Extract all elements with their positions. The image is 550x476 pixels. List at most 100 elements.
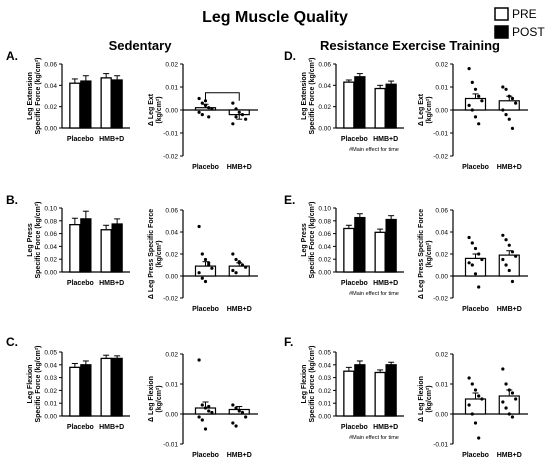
y-tick-label: 0.00 bbox=[165, 108, 178, 115]
y-tick-label: 0.00 bbox=[318, 270, 331, 277]
y-axis-label: (kg/cm²) bbox=[156, 240, 163, 267]
data-point bbox=[510, 126, 515, 130]
x-tick-label: HMB+D bbox=[227, 306, 252, 313]
y-tick-label: 0.01 bbox=[44, 401, 57, 408]
y-tick-label: 0.00 bbox=[318, 414, 331, 421]
y-tick-label: 0.03 bbox=[318, 375, 331, 382]
data-point bbox=[207, 106, 211, 110]
bar-pre bbox=[100, 77, 112, 129]
data-point bbox=[467, 403, 471, 407]
data-point bbox=[231, 403, 235, 407]
data-point bbox=[237, 409, 241, 413]
bar-post bbox=[354, 76, 366, 129]
y-tick-label: 0.02 bbox=[435, 62, 448, 69]
data-point bbox=[514, 254, 518, 258]
data-point bbox=[197, 415, 201, 419]
x-tick-label: Placebo bbox=[192, 452, 219, 459]
data-point bbox=[200, 276, 204, 280]
data-point bbox=[510, 279, 515, 284]
y-axis-label: Specific Force (kg/cm²) bbox=[309, 57, 316, 134]
x-tick-label: Placebo bbox=[67, 136, 94, 143]
bar-post bbox=[385, 83, 397, 129]
data-point bbox=[467, 67, 471, 71]
bar-post bbox=[111, 223, 123, 273]
y-axis-label: Leg Extension bbox=[301, 72, 308, 120]
data-point bbox=[210, 107, 214, 111]
data-point bbox=[510, 96, 515, 101]
bar-pre bbox=[100, 229, 112, 273]
data-point bbox=[240, 263, 245, 267]
data-point bbox=[231, 252, 235, 256]
data-point bbox=[507, 94, 511, 98]
panel-label: A. bbox=[6, 49, 18, 63]
y-axis-label: Δ Leg Ext bbox=[148, 93, 155, 126]
data-point bbox=[207, 404, 211, 409]
x-tick-label: HMB+D bbox=[373, 424, 398, 431]
y-axis-label: Leg Extension bbox=[27, 72, 34, 120]
x-tick-label: Placebo bbox=[192, 306, 219, 313]
y-tick-label: 0.02 bbox=[165, 62, 178, 69]
y-tick-label: 0.05 bbox=[318, 350, 331, 357]
y-tick-label: 0.00 bbox=[435, 412, 448, 419]
y-tick-label: 0.10 bbox=[318, 206, 331, 213]
data-point bbox=[207, 261, 211, 265]
y-axis-label: Leg Flexion bbox=[301, 365, 308, 404]
y-tick-label: 0.06 bbox=[318, 62, 331, 69]
data-point bbox=[467, 376, 471, 380]
data-point bbox=[231, 421, 235, 425]
y-tick-label: 0.04 bbox=[44, 362, 57, 369]
data-point bbox=[210, 266, 214, 270]
data-point bbox=[244, 415, 248, 419]
bar-pre bbox=[374, 371, 386, 417]
data-point bbox=[504, 406, 508, 410]
note-main-effect: #Main effect for time bbox=[349, 435, 399, 441]
y-tick-label: 0.02 bbox=[318, 257, 331, 264]
legend-swatch-post bbox=[494, 25, 509, 39]
data-point bbox=[507, 412, 511, 416]
y-tick-label: 0.02 bbox=[165, 252, 178, 259]
y-tick-label: 0.02 bbox=[44, 388, 57, 395]
y-tick-label: 0.04 bbox=[165, 230, 178, 237]
section-title-sedentary: Sedentary bbox=[109, 38, 173, 53]
y-tick-label: 0.04 bbox=[318, 83, 331, 90]
significance-bracket bbox=[205, 92, 240, 101]
data-point bbox=[197, 110, 201, 114]
y-tick-label: 0.04 bbox=[44, 83, 57, 90]
y-axis-label: Δ Leg Flexion bbox=[418, 376, 425, 422]
y-axis-label: Δ Leg Flexion bbox=[148, 376, 155, 422]
data-point bbox=[200, 403, 204, 407]
y-tick-label: 0.00 bbox=[44, 270, 57, 277]
y-tick-label: 0.03 bbox=[44, 375, 57, 382]
data-point bbox=[473, 115, 478, 119]
panel-C-right: -0.01 0.00 0.01 0.02 Δ Leg Flexion (kg/cm²) Pl… bbox=[148, 352, 258, 459]
x-tick-label: HMB+D bbox=[99, 280, 124, 287]
data-point bbox=[197, 224, 201, 229]
data-point bbox=[203, 257, 208, 262]
y-axis-label: Specific Force (kg/cm²) bbox=[35, 201, 42, 278]
y-tick-label: 0.02 bbox=[318, 388, 331, 395]
x-tick-label: Placebo bbox=[67, 424, 94, 431]
x-tick-label: Placebo bbox=[462, 164, 489, 171]
x-tick-label: HMB+D bbox=[373, 136, 398, 143]
data-point bbox=[480, 397, 484, 401]
y-axis-label: (kg/cm²) bbox=[426, 96, 433, 123]
y-tick-label: 0.10 bbox=[44, 206, 57, 213]
bar-post bbox=[80, 364, 92, 417]
bar-post bbox=[111, 357, 123, 417]
data-point bbox=[477, 394, 481, 398]
data-point bbox=[470, 382, 474, 386]
y-tick-label: 0.04 bbox=[318, 244, 331, 251]
y-tick-label: 0.01 bbox=[435, 382, 448, 389]
x-tick-label: Placebo bbox=[192, 164, 219, 171]
y-tick-label: 0.01 bbox=[165, 382, 178, 389]
bar-pre bbox=[374, 87, 386, 129]
panel-B-right: -0.02 0.00 0.02 0.04 0.06 Δ Leg Press Specifi… bbox=[148, 208, 258, 313]
y-tick-label: 0.01 bbox=[435, 85, 448, 92]
bar-pre bbox=[69, 366, 81, 417]
data-point bbox=[207, 409, 211, 413]
data-point bbox=[477, 285, 481, 289]
panel-E-right: -0.02 0.00 0.02 0.04 0.06 Δ Leg Press Specifi… bbox=[418, 208, 528, 313]
x-tick-label: HMB+D bbox=[373, 280, 398, 287]
x-tick-label: Placebo bbox=[67, 280, 94, 287]
data-point bbox=[507, 268, 511, 273]
